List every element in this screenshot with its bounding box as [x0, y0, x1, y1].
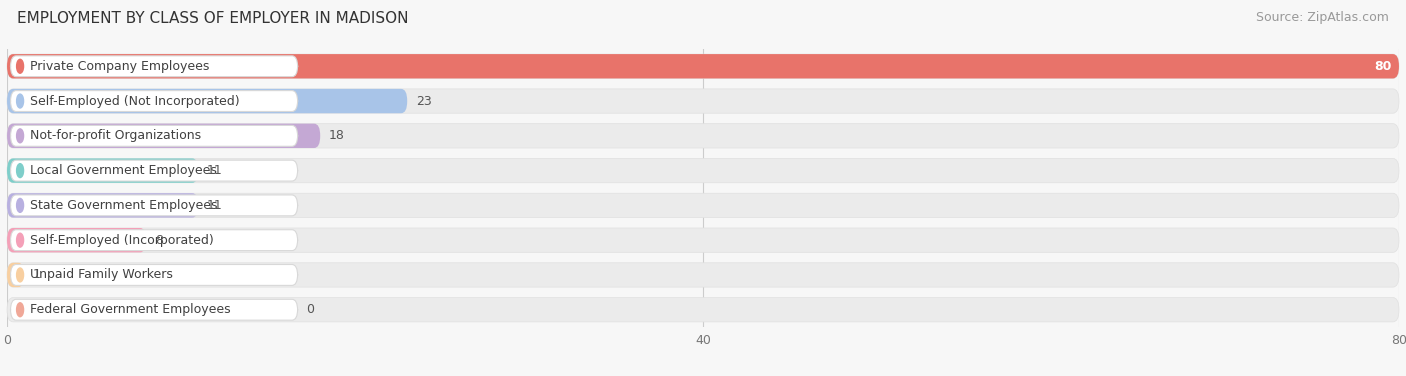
- Text: State Government Employees: State Government Employees: [30, 199, 217, 212]
- FancyBboxPatch shape: [7, 124, 321, 148]
- Text: EMPLOYMENT BY CLASS OF EMPLOYER IN MADISON: EMPLOYMENT BY CLASS OF EMPLOYER IN MADIS…: [17, 11, 408, 26]
- FancyBboxPatch shape: [10, 160, 298, 181]
- FancyBboxPatch shape: [7, 297, 1399, 322]
- Circle shape: [17, 303, 24, 317]
- FancyBboxPatch shape: [7, 228, 1399, 252]
- FancyBboxPatch shape: [10, 195, 298, 216]
- FancyBboxPatch shape: [7, 54, 1399, 79]
- Circle shape: [17, 94, 24, 108]
- Circle shape: [17, 59, 24, 73]
- Text: 11: 11: [207, 164, 224, 177]
- Circle shape: [17, 268, 24, 282]
- Circle shape: [17, 129, 24, 143]
- Text: Not-for-profit Organizations: Not-for-profit Organizations: [30, 129, 201, 143]
- Text: Self-Employed (Incorporated): Self-Employed (Incorporated): [30, 233, 214, 247]
- Circle shape: [17, 164, 24, 177]
- FancyBboxPatch shape: [10, 230, 298, 250]
- FancyBboxPatch shape: [7, 228, 146, 252]
- Text: 23: 23: [416, 94, 432, 108]
- FancyBboxPatch shape: [10, 91, 298, 111]
- Text: 8: 8: [155, 233, 163, 247]
- Text: Federal Government Employees: Federal Government Employees: [30, 303, 231, 316]
- Text: Unpaid Family Workers: Unpaid Family Workers: [30, 268, 173, 282]
- FancyBboxPatch shape: [7, 263, 24, 287]
- FancyBboxPatch shape: [7, 158, 1399, 183]
- FancyBboxPatch shape: [7, 89, 408, 113]
- FancyBboxPatch shape: [7, 193, 198, 218]
- FancyBboxPatch shape: [10, 126, 298, 146]
- FancyBboxPatch shape: [10, 56, 298, 77]
- Circle shape: [17, 199, 24, 212]
- Text: 1: 1: [34, 268, 41, 282]
- Text: Private Company Employees: Private Company Employees: [30, 60, 209, 73]
- FancyBboxPatch shape: [7, 89, 1399, 113]
- Text: Local Government Employees: Local Government Employees: [30, 164, 217, 177]
- Text: 18: 18: [329, 129, 344, 143]
- FancyBboxPatch shape: [7, 193, 1399, 218]
- Text: 0: 0: [307, 303, 315, 316]
- Text: Source: ZipAtlas.com: Source: ZipAtlas.com: [1256, 11, 1389, 24]
- FancyBboxPatch shape: [7, 158, 198, 183]
- FancyBboxPatch shape: [7, 124, 1399, 148]
- FancyBboxPatch shape: [10, 265, 298, 285]
- FancyBboxPatch shape: [7, 263, 1399, 287]
- FancyBboxPatch shape: [10, 299, 298, 320]
- Text: 80: 80: [1375, 60, 1392, 73]
- Text: Self-Employed (Not Incorporated): Self-Employed (Not Incorporated): [30, 94, 239, 108]
- Circle shape: [17, 233, 24, 247]
- FancyBboxPatch shape: [7, 54, 1399, 79]
- Text: 11: 11: [207, 199, 224, 212]
